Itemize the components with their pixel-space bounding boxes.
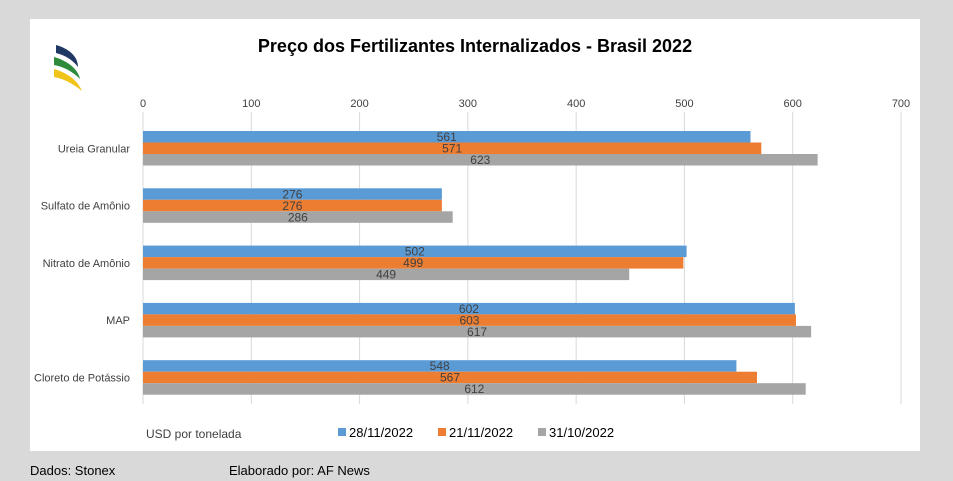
bar-value-label: 603 <box>459 313 479 327</box>
bar <box>143 314 796 326</box>
bar <box>143 211 453 223</box>
bar-value-label: 502 <box>405 245 425 259</box>
bar <box>143 154 818 166</box>
x-tick-label: 200 <box>350 98 368 110</box>
legend-swatch <box>538 428 546 436</box>
x-tick-label: 500 <box>675 98 693 110</box>
x-tick-label: 400 <box>567 98 585 110</box>
bar-value-label: 623 <box>470 153 490 167</box>
logo-icon <box>54 45 82 91</box>
source-note: Dados: Stonex <box>30 463 116 478</box>
legend-label: 21/11/2022 <box>449 425 513 440</box>
bar <box>143 257 684 269</box>
x-tick-label: 600 <box>784 98 802 110</box>
chart-title: Preço dos Fertilizantes Internalizados -… <box>258 36 692 56</box>
x-axis-label: USD por tonelada <box>146 427 242 441</box>
legend-label: 28/11/2022 <box>349 425 413 440</box>
bar-labels: 5615716232762762865024994496026036175485… <box>282 130 490 396</box>
bar <box>143 131 751 143</box>
bar-value-label: 567 <box>440 371 460 385</box>
bar-value-label: 602 <box>459 302 479 316</box>
category-label: Sulfato de Amônio <box>41 201 130 213</box>
bar-value-label: 499 <box>403 256 423 270</box>
chart-svg: Preço dos Fertilizantes Internalizados -… <box>34 36 910 441</box>
category-label: Nitrato de Amônio <box>43 258 130 270</box>
bar <box>143 188 442 200</box>
bar <box>143 383 806 395</box>
legend: 28/11/2022 21/11/2022 31/10/2022 <box>338 425 614 440</box>
category-label: Ureia Granular <box>58 143 130 155</box>
bar-value-label: 286 <box>288 210 308 224</box>
bar-value-label: 612 <box>464 382 484 396</box>
logo-leaf <box>56 45 78 67</box>
bars <box>143 131 818 395</box>
bar <box>143 245 687 258</box>
bar-value-label: 548 <box>430 359 450 373</box>
chart-panel: Preço dos Fertilizantes Internalizados -… <box>30 19 920 451</box>
category-label: MAP <box>106 315 130 327</box>
logo-leaf <box>54 57 80 79</box>
logo-leaf <box>54 69 82 91</box>
bar <box>143 302 795 315</box>
bar <box>143 199 442 212</box>
bar-value-label: 571 <box>442 142 462 156</box>
bar <box>143 371 757 384</box>
bar <box>143 268 630 281</box>
x-tick-label: 100 <box>242 98 260 110</box>
bar-value-label: 561 <box>437 130 457 144</box>
bar-value-label: 276 <box>282 199 302 213</box>
legend-swatch <box>338 428 346 436</box>
bar-value-label: 449 <box>376 268 396 282</box>
bar-value-label: 276 <box>282 187 302 201</box>
category-label: Cloreto de Potássio <box>34 372 130 384</box>
legend-swatch <box>438 428 446 436</box>
x-tick-label: 0 <box>140 98 146 110</box>
x-tick-label: 300 <box>459 98 477 110</box>
bar <box>143 360 737 372</box>
bar <box>143 142 762 154</box>
x-axis-ticks: 0 100 200 300 400 500 600 700 <box>140 98 910 110</box>
x-tick-label: 700 <box>892 98 910 110</box>
author-note: Elaborado por: AF News <box>229 463 370 478</box>
y-axis-labels: Ureia Granular Sulfato de Amônio Nitrato d… <box>34 143 130 384</box>
legend-label: 31/10/2022 <box>549 425 614 440</box>
bar-value-label: 617 <box>467 325 487 339</box>
bar <box>143 325 812 338</box>
